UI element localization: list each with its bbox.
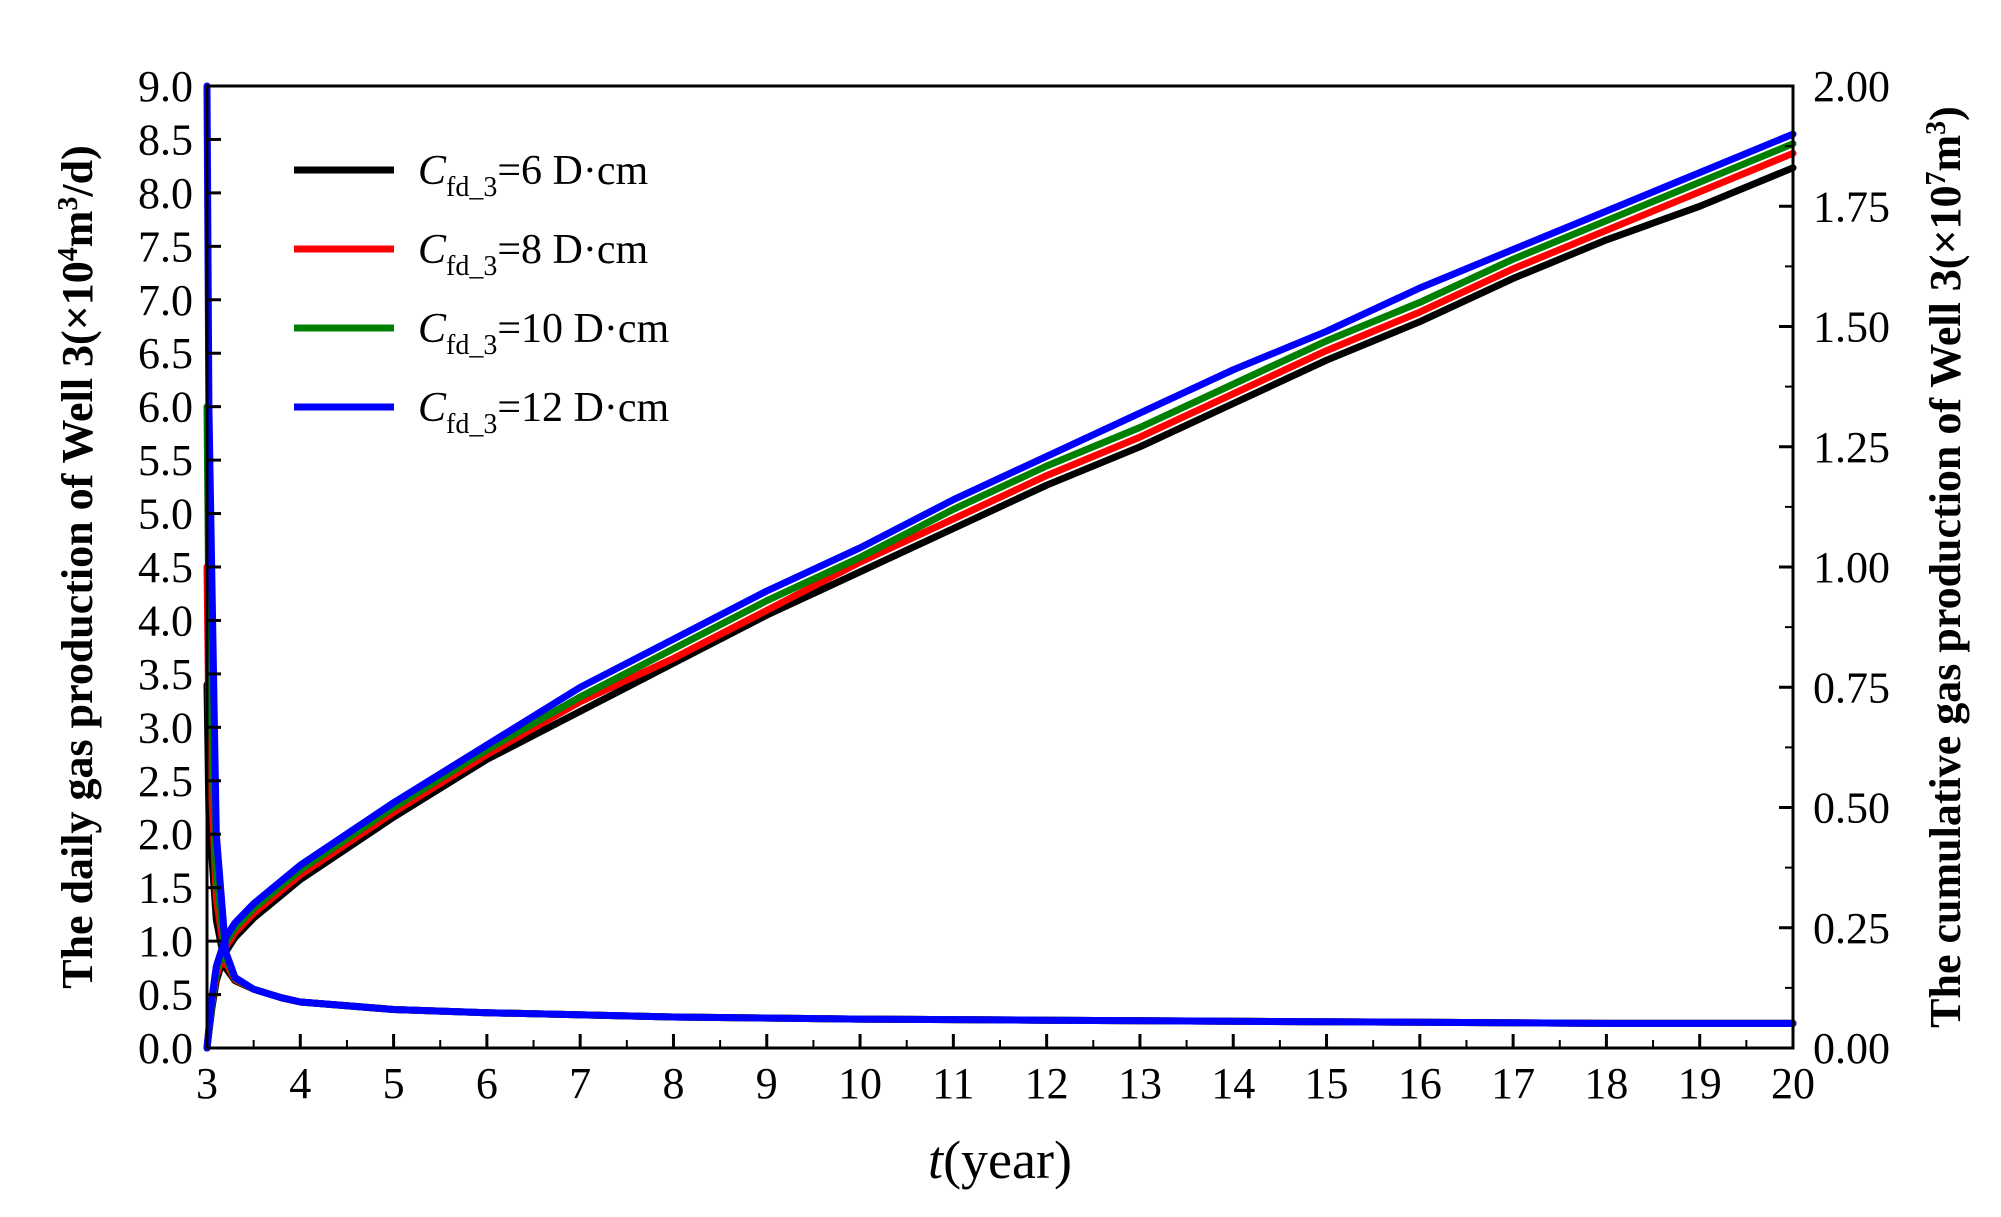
x-tick-label: 8: [662, 1059, 684, 1108]
y-left-tick-label: 9.0: [138, 62, 193, 111]
y-left-tick-label: 0.0: [138, 1024, 193, 1073]
y-axis-left: 0.00.5 1.01.5 2.02.5 3.03.5 4.04.55.0 5.56.0 6…: [138, 62, 221, 1073]
x-tick-label: 15: [1305, 1059, 1349, 1108]
y-right-tick-label: 1.00: [1813, 543, 1890, 592]
y-right-tick-label: 0.25: [1813, 904, 1890, 953]
y-right-tick-label: 0.75: [1813, 663, 1890, 712]
x-tick-label: 6: [476, 1059, 498, 1108]
y-left-tick-label: 8.5: [138, 115, 193, 164]
y-left-tick-label: 7.5: [138, 222, 193, 271]
x-axis-title: t(year): [928, 1130, 1072, 1190]
y-right-tick-label: 1.25: [1813, 423, 1890, 472]
x-tick-label: 10: [838, 1059, 882, 1108]
y-right-tick-label: 0.00: [1813, 1024, 1890, 1073]
x-tick-label: 16: [1398, 1059, 1442, 1108]
x-tick-label: 18: [1584, 1059, 1628, 1108]
y-left-tick-label: 2.0: [138, 810, 193, 859]
x-tick-label: 3: [196, 1059, 218, 1108]
y-left-tick-label: 4.5: [138, 543, 193, 592]
x-tick-label: 14: [1211, 1059, 1255, 1108]
y-left-tick-label: 6.0: [138, 383, 193, 432]
x-tick-label: 7: [569, 1059, 591, 1108]
legend-label: Cfd_3=10 D·cm: [418, 306, 669, 361]
y-left-tick-label: 4.0: [138, 596, 193, 645]
y-left-tick-label: 6.5: [138, 329, 193, 378]
y-right-tick-label: 0.50: [1813, 784, 1890, 833]
legend-label: Cfd_3=12 D·cm: [418, 385, 669, 440]
x-tick-label: 13: [1118, 1059, 1162, 1108]
x-tick-label: 19: [1678, 1059, 1722, 1108]
series-layer: [203, 82, 1797, 1052]
x-tick-label: 4: [289, 1059, 311, 1108]
y-right-tick-label: 1.50: [1813, 303, 1890, 352]
y-left-tick-label: 5.0: [138, 490, 193, 539]
y-axis-right: 0.00 0.25 0.50 0.75 1.00 1.25 1.50 1.75 2.00: [1779, 62, 1890, 1073]
legend-label: Cfd_3=6 D·cm: [418, 148, 648, 203]
x-tick-label: 5: [383, 1059, 405, 1108]
y-right-tick-label: 1.75: [1813, 182, 1890, 231]
y-left-tick-label: 2.5: [138, 757, 193, 806]
legend-label: Cfd_3=8 D·cm: [418, 227, 648, 282]
series-line-cumulative: [203, 130, 1797, 1052]
y-left-tick-label: 7.0: [138, 276, 193, 325]
x-tick-label: 12: [1025, 1059, 1069, 1108]
y-left-tick-label: 1.5: [138, 864, 193, 913]
y-left-tick-label: 0.5: [138, 971, 193, 1020]
x-axis: 3 4 5 6 7 8 9 10 11 12 13 14 15 16 17 18 19 20: [196, 1034, 1815, 1108]
legend: Cfd_3=6 D·cm Cfd_3=8 D·cm Cfd_3=10 D·cm Cfd…: [294, 148, 669, 440]
x-tick-label: 9: [756, 1059, 778, 1108]
y-axis-right-title: The cumulative gas production of Well 3(…: [1921, 106, 1971, 1028]
x-tick-label: 17: [1491, 1059, 1535, 1108]
y-left-tick-label: 1.0: [138, 917, 193, 966]
series-line-daily: [203, 82, 1797, 1027]
y-axis-left-title: The daily gas production of Well 3(×104m…: [53, 145, 103, 989]
y-right-tick-label: 2.00: [1813, 62, 1890, 111]
x-tick-label: 20: [1771, 1059, 1815, 1108]
y-left-tick-label: 5.5: [138, 436, 193, 485]
y-left-tick-label: 3.0: [138, 703, 193, 752]
y-left-tick-label: 8.0: [138, 169, 193, 218]
y-left-tick-label: 3.5: [138, 650, 193, 699]
x-tick-label: 11: [932, 1059, 974, 1108]
